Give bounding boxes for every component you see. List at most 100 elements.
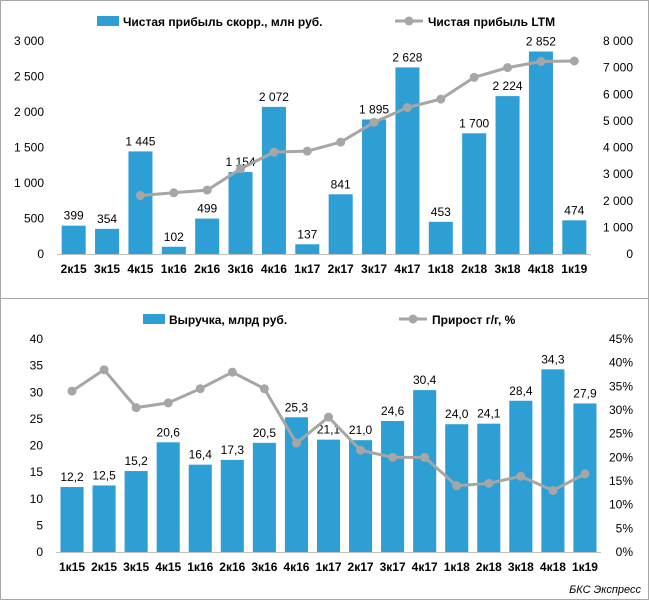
x-tick-label: 3к15 — [123, 560, 149, 574]
line-marker — [324, 412, 333, 422]
line-marker — [67, 386, 77, 396]
bar-data-label: 2 224 — [493, 79, 523, 93]
bar-data-label: 24,1 — [477, 407, 501, 421]
y-right-tick-label: 5% — [616, 521, 634, 535]
x-tick-label: 4к18 — [528, 262, 554, 276]
bar-data-label: 21,1 — [317, 423, 341, 437]
x-tick-label: 2к16 — [194, 262, 220, 276]
x-tick-label: 3к16 — [228, 262, 254, 276]
revenue-chart-panel: 0 5 10 15 20 25 30 35 40 0% 5% 10% 15% 20% 25% 30% 35% 40… — [0, 299, 649, 600]
x-tick-label: 4к15 — [127, 262, 153, 276]
bar-data-label: 2 628 — [392, 50, 422, 64]
line-marker — [503, 63, 513, 73]
y-left-tick-label: 5 — [36, 518, 43, 532]
bar-data-label: 453 — [431, 205, 451, 219]
y-right-tick-label: 0% — [616, 545, 634, 559]
bar — [328, 194, 353, 254]
bar — [562, 220, 587, 254]
bar-data-label: 24,0 — [445, 407, 469, 421]
bar — [495, 96, 520, 254]
y-right-tick-label: 40% — [609, 356, 633, 370]
x-tick-label: 3к18 — [495, 262, 521, 276]
line-marker — [99, 365, 109, 375]
line-marker — [402, 103, 412, 113]
line-marker — [388, 452, 398, 462]
x-tick-label: 2к15 — [91, 560, 117, 574]
x-tick-label: 4к15 — [155, 560, 181, 574]
x-tick-label: 2к16 — [219, 560, 245, 574]
bar-data-label: 17,3 — [221, 443, 245, 457]
y-right-tick-label: 8 000 — [603, 34, 633, 48]
x-tick-label: 1к17 — [315, 560, 341, 574]
bar-data-label: 34,3 — [541, 352, 565, 366]
line-marker — [291, 438, 301, 448]
bar — [295, 244, 320, 254]
y-right-tick-label: 1 000 — [603, 220, 633, 234]
y-right-tick-label: 5 000 — [603, 114, 633, 128]
line-marker — [516, 471, 526, 481]
line-marker — [436, 94, 446, 104]
bar-data-label: 499 — [197, 202, 217, 216]
y-right-tick-label: 0 — [626, 247, 633, 261]
line-marker — [369, 117, 379, 127]
y-right-tick-label: 45% — [609, 332, 633, 346]
y-right-tick-label: 30% — [609, 403, 633, 417]
y-left-tick-label: 0 — [36, 545, 43, 559]
bar-data-label: 1 700 — [459, 116, 489, 130]
legend-line-marker — [408, 314, 418, 324]
x-tick-label: 2к18 — [476, 560, 502, 574]
x-tick-label: 2к18 — [461, 262, 487, 276]
revenue-chart: 0 5 10 15 20 25 30 35 40 0% 5% 10% 15% 20% 25% 30% 35% 40… — [30, 313, 642, 596]
x-tick-label: 3к15 — [94, 262, 120, 276]
bar-data-label: 20,5 — [253, 426, 277, 440]
y-right-tick-label: 15% — [609, 474, 633, 488]
legend-line-label: Чистая прибыль LTM — [428, 15, 555, 29]
bar — [316, 439, 341, 552]
y-left-tick-label: 500 — [24, 212, 44, 226]
bar-data-label: 399 — [64, 209, 84, 223]
x-tick-label: 2к17 — [328, 262, 354, 276]
y-left-tick-label: 40 — [30, 332, 44, 346]
bar — [428, 221, 453, 254]
line-marker — [452, 481, 462, 491]
y-right-tick-label: 20% — [609, 450, 633, 464]
bar — [61, 225, 86, 254]
bar — [124, 471, 148, 552]
y-left-tick-label: 1 500 — [14, 141, 44, 155]
x-tick-label: 1к18 — [428, 262, 454, 276]
y-left-tick-label: 3 000 — [14, 34, 44, 48]
line-marker — [259, 384, 269, 394]
y-left-tick-label: 35 — [30, 359, 44, 373]
bar — [220, 459, 244, 552]
bar — [92, 485, 116, 552]
x-tick-label: 4к16 — [283, 560, 309, 574]
bar — [252, 442, 276, 552]
x-tick-label: 1к15 — [59, 560, 85, 574]
bar-data-label: 1 895 — [359, 102, 389, 116]
y-left-tick-label: 2 500 — [14, 70, 44, 84]
y-right-tick-label: 25% — [609, 427, 633, 441]
line-marker — [269, 147, 279, 157]
source-caption: БКС Экспресс — [569, 584, 641, 596]
bar — [188, 464, 212, 552]
x-tick-label: 2к15 — [61, 262, 87, 276]
x-tick-label: 4к17 — [394, 262, 420, 276]
bar — [462, 133, 487, 254]
bar-data-label: 16,4 — [189, 448, 213, 462]
bar — [261, 106, 286, 254]
profit-chart-panel: 0 500 1 000 1 500 2 000 2 500 3 000 0 1 000 2 000… — [0, 0, 649, 299]
x-tick-label: 4к16 — [261, 262, 287, 276]
line-marker — [484, 478, 494, 488]
x-tick-label: 1к19 — [572, 560, 598, 574]
y-right-tick-label: 7 000 — [603, 61, 633, 75]
x-tick-label: 3к18 — [508, 560, 534, 574]
y-right-tick-label: 10% — [609, 498, 633, 512]
bar — [413, 390, 437, 552]
bar-data-label: 102 — [164, 230, 184, 244]
x-tick-label: 1к17 — [294, 262, 320, 276]
line-marker — [536, 57, 546, 67]
x-tick-label: 1к18 — [444, 560, 470, 574]
x-tick-label: 4к18 — [540, 560, 566, 574]
y-right-tick-label: 35% — [609, 379, 633, 393]
